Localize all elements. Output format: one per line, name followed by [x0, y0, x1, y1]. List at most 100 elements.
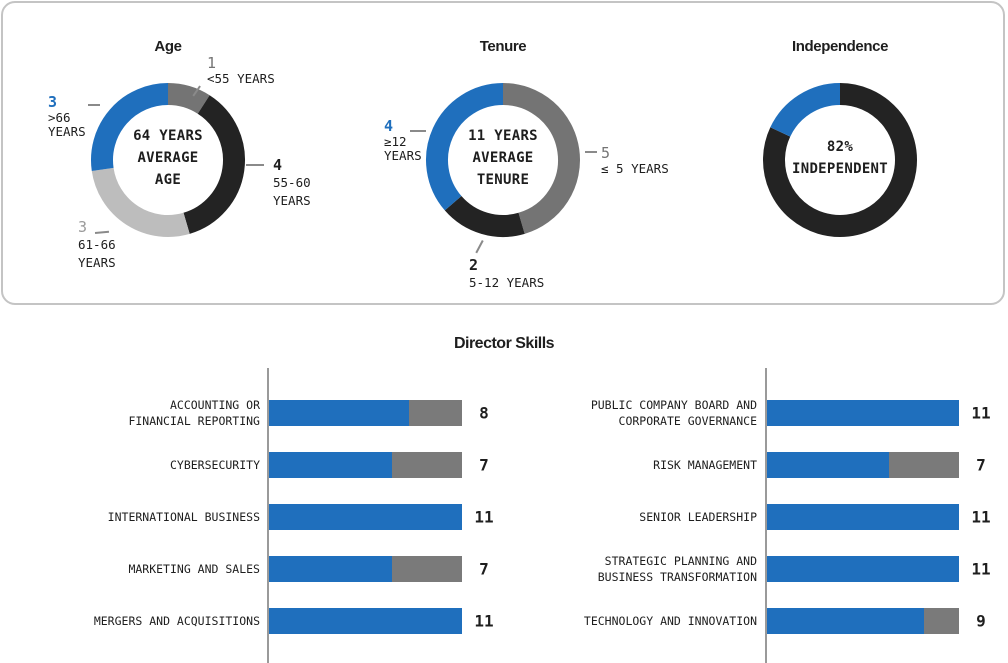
- skill-bar: [269, 556, 462, 582]
- skill-bar-fill: [269, 400, 409, 426]
- skill-bar-remainder: [392, 452, 462, 478]
- age-text-over-66: >66 YEARS: [48, 110, 86, 139]
- tenure-center-line-1: 11 YEARS: [468, 128, 538, 144]
- skill-label: CYBERSECURITY: [170, 457, 260, 473]
- skill-label: STRATEGIC PLANNING AND BUSINESS TRANSFORM…: [598, 553, 757, 585]
- skill-bar-fill: [269, 556, 392, 582]
- skill-label-line: CORPORATE GOVERNANCE: [618, 414, 757, 428]
- skill-label-line: MERGERS AND ACQUISITIONS: [93, 614, 260, 628]
- independence-chart-title: Independence: [791, 38, 889, 55]
- tenure-chart-title: Tenure: [479, 38, 527, 55]
- skill-bar-value: 8: [479, 403, 489, 423]
- tenure-slice-2: [426, 83, 504, 211]
- skill-bar-fill: [269, 608, 462, 634]
- tenure-center-line-3: TENURE: [476, 172, 530, 188]
- skill-label-line: TECHNOLOGY AND INNOVATION: [583, 614, 757, 628]
- skill-label-line: FINANCIAL REPORTING: [128, 414, 260, 428]
- skill-label-line: INTERNATIONAL BUSINESS: [107, 510, 260, 524]
- skill-bar-value: 7: [479, 455, 489, 475]
- skill-bar-fill: [767, 452, 889, 478]
- skills-left-axis: [267, 368, 269, 663]
- skill-bar: [767, 400, 959, 426]
- skill-bar-value: 11: [971, 559, 991, 579]
- skill-label: INTERNATIONAL BUSINESS: [108, 509, 260, 525]
- age-center-line-1: 64 YEARS: [133, 128, 203, 144]
- skill-bar-value: 9: [976, 611, 986, 631]
- skills-right-axis: [765, 368, 767, 663]
- skill-bar-value: 11: [971, 507, 991, 527]
- skill-label: TECHNOLOGY AND INNOVATION: [584, 613, 757, 629]
- age-chart-title: Age: [154, 38, 182, 55]
- age-label-55-60: 4 55-60 YEARS: [273, 156, 333, 210]
- age-text-61-66: 61-66 YEARS: [78, 237, 116, 270]
- age-donut-chart: [91, 83, 245, 237]
- tenure-center-text: 11 YEARS AVERAGE TENURE: [468, 125, 538, 191]
- age-label-61-66: 3 61-66 YEARS: [78, 218, 138, 272]
- skill-label: ACCOUNTING OR FINANCIAL REPORTING: [128, 397, 260, 429]
- skill-label: MARKETING AND SALES: [128, 561, 260, 577]
- tenure-text-5-12: 5-12 YEARS: [469, 275, 545, 290]
- skill-label: MERGERS AND ACQUISITIONS: [94, 613, 260, 629]
- skill-label: SENIOR LEADERSHIP: [639, 509, 757, 525]
- skill-label-line: SENIOR LEADERSHIP: [639, 510, 757, 524]
- age-leader-line: [88, 104, 100, 106]
- independence-donut-chart: [763, 83, 917, 237]
- age-label-over-66: 3 >66 YEARS: [48, 93, 92, 139]
- age-slice-1: [183, 95, 245, 234]
- independence-slice-1: [770, 83, 841, 137]
- skill-bar-remainder: [924, 608, 959, 634]
- age-slice-0: [167, 83, 210, 114]
- skill-bar-remainder: [392, 556, 462, 582]
- tenure-donut-chart: [426, 83, 580, 237]
- age-count-61-66: 3: [78, 218, 88, 236]
- tenure-count-5-12: 2: [469, 256, 479, 274]
- age-center-line-3: AGE: [154, 172, 182, 188]
- skill-bar-value: 11: [474, 507, 494, 527]
- skill-bar-fill: [269, 504, 462, 530]
- skill-bar: [269, 400, 462, 426]
- skill-bar-remainder: [409, 400, 462, 426]
- director-skills-title: Director Skills: [453, 335, 555, 352]
- age-text-55-60: 55-60 YEARS: [273, 175, 311, 208]
- age-slice-2: [91, 167, 190, 237]
- skill-label-line: BUSINESS TRANSFORMATION: [597, 570, 757, 584]
- age-leader-line: [246, 164, 264, 166]
- independence-center-line-2: INDEPENDENT: [791, 161, 889, 177]
- tenure-text-under-5: ≤ 5 YEARS: [601, 161, 669, 176]
- skill-bar-value: 11: [474, 611, 494, 631]
- skill-bar-fill: [269, 452, 392, 478]
- skill-bar-remainder: [889, 452, 959, 478]
- skill-label: PUBLIC COMPANY BOARD AND CORPORATE GOVERN…: [591, 397, 757, 429]
- tenure-label-under-5: 5 ≤ 5 YEARS: [601, 144, 669, 176]
- skill-label: RISK MANAGEMENT: [653, 457, 757, 473]
- skill-label-line: RISK MANAGEMENT: [653, 458, 757, 472]
- tenure-slice-0: [502, 83, 580, 234]
- age-text-under-55: <55 YEARS: [207, 71, 275, 86]
- tenure-count-over-12: 4: [384, 117, 394, 135]
- skill-bar: [767, 504, 959, 530]
- tenure-leader-line: [410, 130, 426, 132]
- skill-bar-fill: [767, 400, 959, 426]
- age-count-over-66: 3: [48, 93, 58, 111]
- skill-bar-fill: [767, 556, 959, 582]
- skill-label-line: MARKETING AND SALES: [128, 562, 260, 576]
- skill-label-line: PUBLIC COMPANY BOARD AND: [590, 398, 757, 412]
- independence-center-line-1: 82%: [826, 139, 854, 155]
- age-count-under-55: 1: [207, 54, 217, 72]
- board-summary-panel: [1, 1, 1005, 305]
- age-center-line-2: AVERAGE: [137, 150, 199, 166]
- skill-label-line: STRATEGIC PLANNING AND: [604, 554, 757, 568]
- skill-bar: [269, 504, 462, 530]
- independence-center-text: 82% INDEPENDENT: [792, 136, 888, 180]
- skill-bar: [767, 452, 959, 478]
- age-count-55-60: 4: [273, 156, 283, 174]
- skill-bar-fill: [767, 608, 924, 634]
- tenure-count-under-5: 5: [601, 144, 611, 162]
- skill-bar-value: 7: [479, 559, 489, 579]
- skill-bar-fill: [767, 504, 959, 530]
- independence-slice-0: [763, 83, 917, 237]
- skill-label-line: CYBERSECURITY: [169, 458, 260, 472]
- age-slice-3: [91, 83, 169, 171]
- age-center-text: 64 YEARS AVERAGE AGE: [133, 125, 203, 191]
- skill-bar: [767, 556, 959, 582]
